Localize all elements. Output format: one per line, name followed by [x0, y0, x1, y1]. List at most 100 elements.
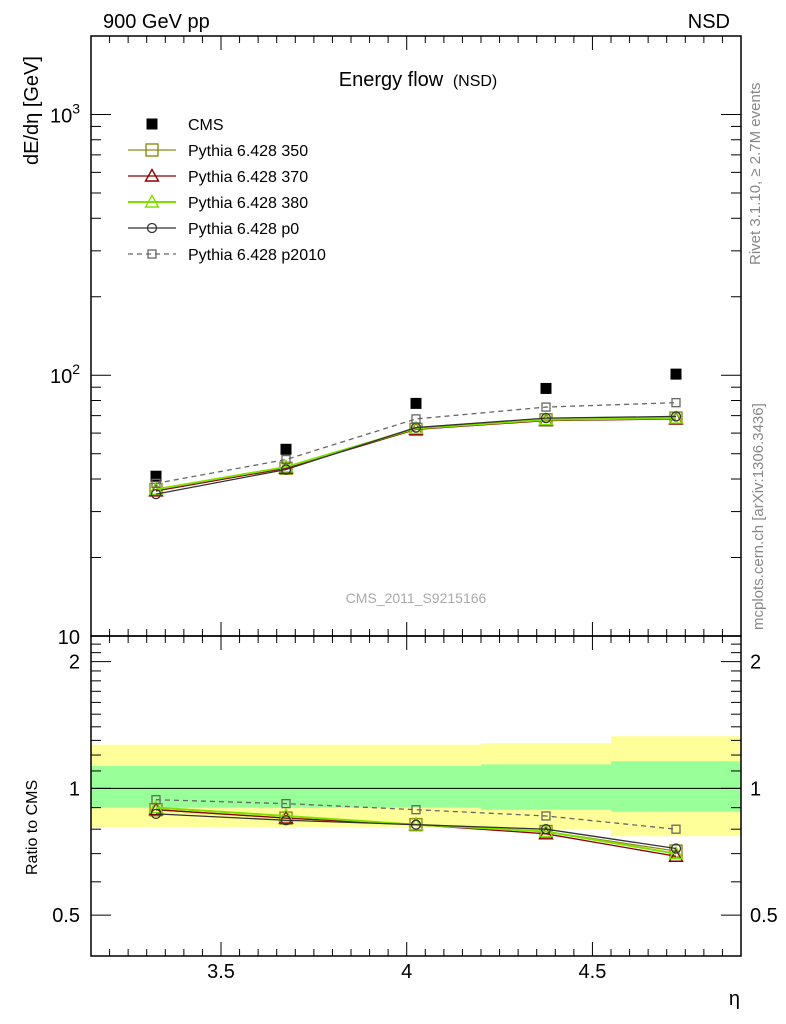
- main-series-p0: [150, 411, 682, 500]
- ratio-plot-series: [148, 795, 684, 862]
- main-point-p0: [540, 412, 552, 424]
- x-tick-label: 4.5: [579, 961, 607, 983]
- ratio-point-p0: [150, 808, 162, 819]
- analysis-watermark: CMS_2011_S9215166: [346, 590, 487, 606]
- ratio-point-p380: [538, 823, 554, 838]
- ratio-point-p350: [669, 844, 683, 858]
- legend-marker-p370: [144, 168, 160, 182]
- legend-label-p350: Pythia 6.428 350: [188, 143, 308, 160]
- ratio-uncertainty-bands: [91, 736, 741, 837]
- main-point-p2010: [411, 414, 421, 424]
- main-point-p0: [670, 411, 682, 422]
- ratio-point-p0: [540, 824, 552, 835]
- legend-marker-p350: [145, 143, 159, 157]
- main-point-cms: [670, 368, 682, 380]
- ratio-y-tick-label-right: 2: [750, 652, 761, 674]
- ratio-point-p2010: [151, 795, 161, 805]
- main-series-p2010: [151, 398, 681, 488]
- main-line-p370: [155, 418, 677, 492]
- main-point-p2010: [671, 398, 681, 408]
- ratio-band-inner: [221, 766, 351, 808]
- y-tick-label-base: 10: [50, 105, 72, 127]
- ratio-point-p0: [410, 819, 422, 830]
- ratio-y-tick-label-left: 0.5: [52, 905, 80, 927]
- ratio-line-p2010: [155, 799, 677, 830]
- x-axis-label: η: [729, 988, 740, 1010]
- x-tick-label: 4: [401, 961, 412, 983]
- y-tick-label-base: 10: [50, 366, 72, 388]
- ratio-band-inner: [611, 761, 741, 812]
- ratio-series-p2010: [151, 795, 681, 834]
- main-line-p2010: [155, 402, 677, 484]
- main-point-p2010: [541, 402, 551, 412]
- main-point-cms: [540, 382, 552, 394]
- y-tick-label-base: 10: [58, 627, 80, 649]
- ratio-point-p2010: [671, 824, 681, 834]
- main-point-p0: [150, 488, 162, 500]
- ratio-point-p380: [668, 845, 684, 860]
- ratio-y-tick-label-left: 1: [69, 778, 80, 800]
- legend-entry-p380: Pythia 6.428 380: [128, 194, 308, 212]
- legend-label-p380: Pythia 6.428 380: [188, 195, 308, 212]
- main-point-p380: [668, 410, 684, 424]
- ratio-series-p0: [150, 808, 682, 854]
- legend-entry-p0: Pythia 6.428 p0: [128, 221, 299, 238]
- legend-entry-cms: CMS: [146, 117, 224, 134]
- main-point-p380: [148, 481, 164, 496]
- legend-label-p2010: Pythia 6.428 p2010: [188, 247, 326, 264]
- main-plot-title-text: Energy flow: [339, 69, 444, 91]
- x-tick-label: 3.5: [207, 961, 235, 983]
- legend-label-cms: CMS: [188, 117, 224, 134]
- ratio-y-axis-label: Ratio to CMS: [24, 780, 41, 875]
- header-right-label: NSD: [688, 11, 730, 33]
- legend-entry-p2010: Pythia 6.428 p2010: [128, 247, 326, 264]
- ratio-y-tick-label-right: 0.5: [750, 905, 778, 927]
- y-tick-label: 102: [50, 361, 80, 388]
- legend-marker-cms: [146, 118, 158, 130]
- main-point-p380: [538, 411, 554, 426]
- main-point-p0: [280, 464, 292, 475]
- y-tick-label-exponent: 2: [72, 361, 80, 377]
- legend: CMS Pythia 6.428 350 Pythia 6.428 370 Pythi…: [128, 117, 326, 264]
- ratio-line-p0: [155, 813, 677, 850]
- ratio-point-p0: [280, 815, 292, 826]
- main-y-axis-label: dE/dη [GeV]: [21, 56, 43, 165]
- main-point-p2010: [151, 478, 161, 488]
- legend-marker-p380: [144, 194, 160, 208]
- ratio-point-p380: [148, 799, 164, 814]
- ratio-point-p370: [668, 848, 684, 862]
- ratio-point-p380: [278, 808, 294, 822]
- legend-entry-p350: Pythia 6.428 350: [128, 143, 308, 160]
- main-point-cms: [280, 443, 292, 455]
- ratio-point-p0: [670, 843, 682, 854]
- y-tick-label-exponent: 3: [72, 100, 80, 116]
- ratio-band-inner: [351, 766, 481, 808]
- ratio-point-p2010: [411, 805, 421, 815]
- legend-marker-p0: [146, 222, 158, 234]
- main-line-p380: [155, 417, 677, 491]
- ratio-plot-frame: [90, 635, 742, 957]
- main-plot-title-suffix: (NSD): [453, 73, 497, 90]
- ratio-y-tick-label-right: 1: [750, 778, 761, 800]
- main-point-cms: [410, 397, 422, 409]
- main-point-p2010: [281, 454, 291, 465]
- mcplots-label: mcplots.cern.ch [arXiv:1306.3436]: [750, 403, 767, 630]
- ratio-band-inner: [481, 764, 611, 810]
- ratio-point-p2010: [281, 798, 291, 809]
- y-tick-label: 103: [50, 100, 80, 127]
- legend-marker-p2010: [147, 249, 157, 259]
- main-series-p350: [149, 411, 683, 497]
- main-line-p0: [155, 415, 677, 495]
- main-series-cms: [150, 368, 682, 482]
- ratio-point-p2010: [541, 811, 551, 821]
- legend-label-p370: Pythia 6.428 370: [188, 169, 308, 186]
- ratio-point-p370: [148, 801, 164, 816]
- main-series-p370: [148, 410, 684, 497]
- ratio-y-tick-label-left: 2: [69, 652, 80, 674]
- y-tick-label: 10: [58, 627, 80, 649]
- main-plot-title: Energy flow (NSD): [339, 69, 498, 91]
- main-point-cms: [150, 470, 162, 482]
- ratio-plot-axes: 0.5 0.5 1 1 2 2 3.5 4 4.5: [52, 635, 778, 983]
